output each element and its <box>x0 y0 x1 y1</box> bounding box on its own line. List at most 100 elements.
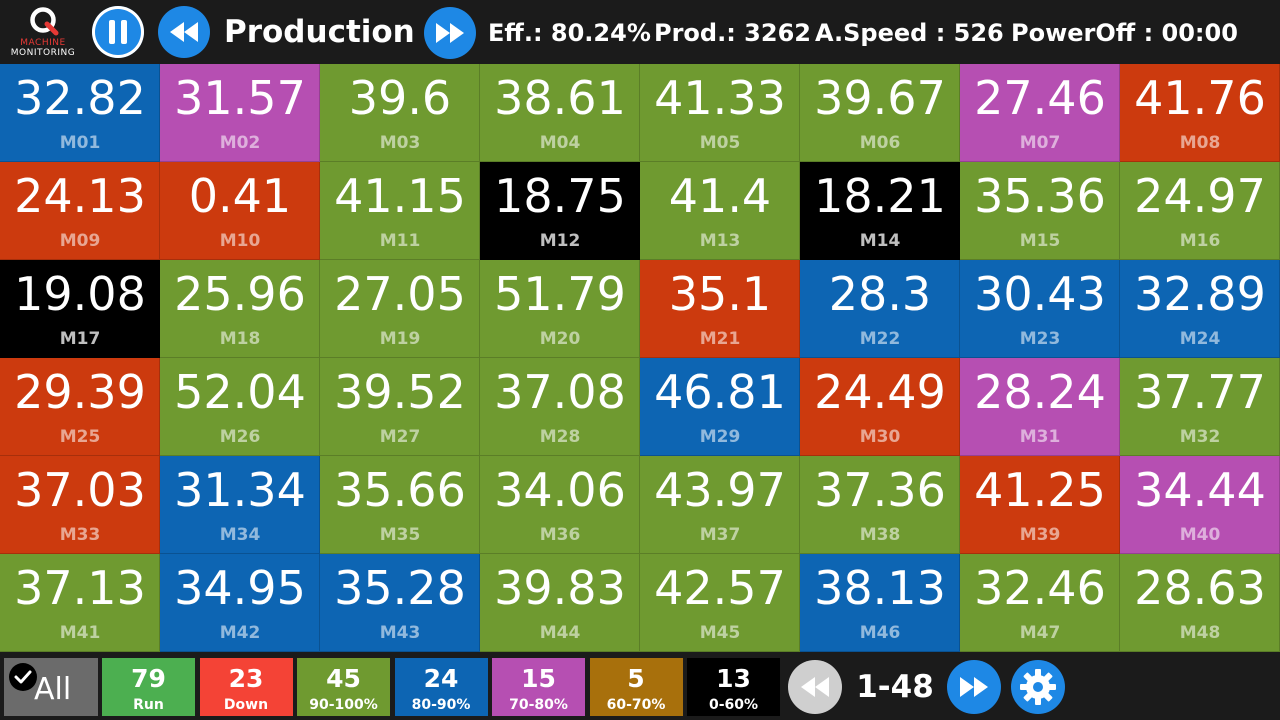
fast-forward-icon <box>436 23 464 43</box>
machine-name: M44 <box>539 623 581 643</box>
filter-chip[interactable]: 5 60-70% <box>589 658 683 716</box>
machine-value: 38.13 <box>814 561 946 615</box>
machine-name: M34 <box>219 525 261 545</box>
average-speed-stat: A.Speed : 526 <box>815 19 1004 47</box>
machine-tile[interactable]: 51.79 M20 <box>480 260 640 358</box>
machine-value: 0.41 <box>188 169 292 223</box>
machine-name: M21 <box>699 329 741 349</box>
machine-tile[interactable]: 37.03 M33 <box>0 456 160 554</box>
machine-value: 39.52 <box>334 365 466 419</box>
machine-tile[interactable]: 27.46 M07 <box>960 64 1120 162</box>
filter-chip[interactable]: 23 Down <box>199 658 293 716</box>
machine-name: M33 <box>59 525 101 545</box>
machine-tile[interactable]: 52.04 M26 <box>160 358 320 456</box>
filter-label: 80-90% <box>411 697 471 713</box>
machine-tile[interactable]: 41.4 M13 <box>640 162 800 260</box>
machine-tile[interactable]: 34.95 M42 <box>160 554 320 652</box>
machine-name: M07 <box>1019 133 1061 153</box>
machine-tile[interactable]: 37.36 M38 <box>800 456 960 554</box>
machine-tile[interactable]: 35.1 M21 <box>640 260 800 358</box>
machine-name: M15 <box>1019 231 1061 251</box>
machine-tile[interactable]: 39.6 M03 <box>320 64 480 162</box>
machine-tile[interactable]: 37.77 M32 <box>1120 358 1280 456</box>
machine-tile[interactable]: 37.08 M28 <box>480 358 640 456</box>
machine-value: 27.46 <box>974 71 1106 125</box>
machine-tile[interactable]: 37.13 M41 <box>0 554 160 652</box>
machine-tile[interactable]: 28.3 M22 <box>800 260 960 358</box>
machine-name: M39 <box>1019 525 1061 545</box>
machine-tile[interactable]: 39.67 M06 <box>800 64 960 162</box>
machine-tile[interactable]: 34.44 M40 <box>1120 456 1280 554</box>
machine-name: M09 <box>59 231 101 251</box>
machine-tile[interactable]: 32.82 M01 <box>0 64 160 162</box>
machine-value: 29.39 <box>14 365 146 419</box>
machine-tile[interactable]: 38.13 M46 <box>800 554 960 652</box>
machine-value: 19.08 <box>14 267 146 321</box>
machine-tile[interactable]: 43.97 M37 <box>640 456 800 554</box>
machine-tile[interactable]: 25.96 M18 <box>160 260 320 358</box>
machine-tile[interactable]: 24.49 M30 <box>800 358 960 456</box>
machine-tile[interactable]: 31.34 M34 <box>160 456 320 554</box>
machine-value: 18.75 <box>494 169 626 223</box>
machine-value: 42.57 <box>654 561 786 615</box>
filter-chip[interactable]: 79 Run <box>102 658 195 716</box>
machine-tile[interactable]: 19.08 M17 <box>0 260 160 358</box>
machine-name: M46 <box>859 623 901 643</box>
machine-tile[interactable]: 39.83 M44 <box>480 554 640 652</box>
machine-name: M31 <box>1019 427 1061 447</box>
filter-count: 5 <box>627 664 645 693</box>
machine-tile[interactable]: 34.06 M36 <box>480 456 640 554</box>
filter-count: 15 <box>521 664 556 693</box>
next-page-button[interactable] <box>947 660 1001 714</box>
machine-tile[interactable]: 32.46 M47 <box>960 554 1120 652</box>
settings-button[interactable] <box>1011 660 1065 714</box>
filter-chip[interactable]: 15 70-80% <box>492 658 585 716</box>
machine-tile[interactable]: 30.43 M23 <box>960 260 1120 358</box>
machine-value: 39.83 <box>494 561 626 615</box>
filter-chip[interactable]: 13 0-60% <box>687 658 780 716</box>
machine-tile[interactable]: 18.21 M14 <box>800 162 960 260</box>
machine-value: 51.79 <box>494 267 626 321</box>
machine-tile[interactable]: 32.89 M24 <box>1120 260 1280 358</box>
machine-tile[interactable]: 41.33 M05 <box>640 64 800 162</box>
filter-label: Run <box>133 697 164 713</box>
filter-chip[interactable]: 24 80-90% <box>394 658 488 716</box>
machine-tile[interactable]: 28.63 M48 <box>1120 554 1280 652</box>
machine-value: 39.6 <box>348 71 452 125</box>
machine-name: M45 <box>699 623 741 643</box>
efficiency-stat: Eff.: 80.24% <box>488 19 651 47</box>
machine-tile[interactable]: 24.13 M09 <box>0 162 160 260</box>
machine-name: M01 <box>59 133 101 153</box>
machine-name: M03 <box>379 133 421 153</box>
machine-tile[interactable]: 35.36 M15 <box>960 162 1120 260</box>
machine-value: 52.04 <box>174 365 306 419</box>
machine-tile[interactable]: 18.75 M12 <box>480 162 640 260</box>
machine-tile[interactable]: 46.81 M29 <box>640 358 800 456</box>
machine-value: 37.03 <box>14 463 146 517</box>
filter-all-label: All <box>34 672 72 707</box>
filter-label: 60-70% <box>606 697 666 713</box>
machine-tile[interactable]: 42.57 M45 <box>640 554 800 652</box>
next-view-button[interactable] <box>424 7 476 59</box>
machine-value: 38.61 <box>494 71 626 125</box>
machine-tile[interactable]: 0.41 M10 <box>160 162 320 260</box>
machine-name: M26 <box>219 427 261 447</box>
filter-chip[interactable]: 45 90-100% <box>297 658 390 716</box>
machine-tile[interactable]: 28.24 M31 <box>960 358 1120 456</box>
machine-tile[interactable]: 41.15 M11 <box>320 162 480 260</box>
filter-all-button[interactable]: All <box>4 658 98 716</box>
machine-value: 35.66 <box>334 463 466 517</box>
machine-tile[interactable]: 41.76 M08 <box>1120 64 1280 162</box>
machine-tile[interactable]: 41.25 M39 <box>960 456 1120 554</box>
machine-tile[interactable]: 31.57 M02 <box>160 64 320 162</box>
pause-button[interactable] <box>92 6 144 58</box>
machine-tile[interactable]: 27.05 M19 <box>320 260 480 358</box>
machine-tile[interactable]: 39.52 M27 <box>320 358 480 456</box>
previous-view-button[interactable] <box>158 6 210 58</box>
previous-page-button[interactable] <box>788 660 842 714</box>
machine-tile[interactable]: 38.61 M04 <box>480 64 640 162</box>
machine-tile[interactable]: 35.28 M43 <box>320 554 480 652</box>
machine-tile[interactable]: 29.39 M25 <box>0 358 160 456</box>
machine-tile[interactable]: 35.66 M35 <box>320 456 480 554</box>
machine-tile[interactable]: 24.97 M16 <box>1120 162 1280 260</box>
